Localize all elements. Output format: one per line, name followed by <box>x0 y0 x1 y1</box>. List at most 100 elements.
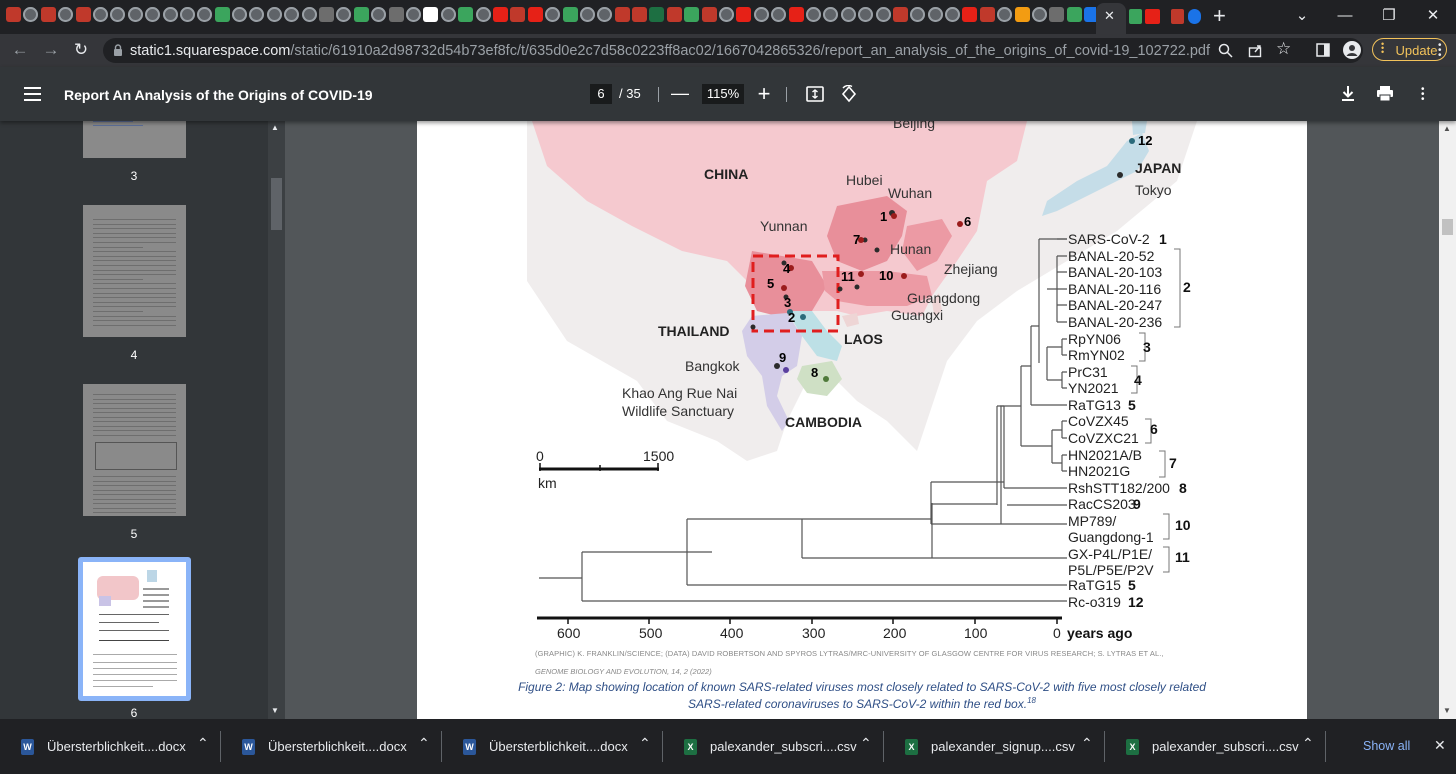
tab-favicon[interactable] <box>910 7 926 22</box>
tab-favicon[interactable] <box>23 7 39 22</box>
tab-favicon[interactable] <box>771 7 787 22</box>
tab-favicon[interactable] <box>40 7 56 22</box>
tab-favicon[interactable] <box>336 7 352 22</box>
bookmark-star-icon[interactable]: ☆ <box>1276 39 1292 58</box>
tab-favicon[interactable] <box>945 7 961 22</box>
print-icon[interactable] <box>1376 85 1394 102</box>
tab-favicon[interactable] <box>1145 9 1160 24</box>
tab-favicon[interactable] <box>788 7 804 22</box>
tab-favicon[interactable] <box>475 7 491 22</box>
sidebar-scrollbar[interactable]: ▲ ▼ <box>268 121 285 719</box>
tab-favicon[interactable] <box>736 7 752 22</box>
tab-favicon[interactable] <box>579 7 595 22</box>
tab-favicon[interactable] <box>805 7 821 22</box>
window-close-icon[interactable]: ✕ <box>1426 7 1440 24</box>
profile-icon[interactable] <box>1343 41 1361 59</box>
chevron-up-icon[interactable]: ⌃ <box>639 735 651 751</box>
tab-favicon[interactable] <box>284 7 300 22</box>
tab-favicon[interactable] <box>527 7 543 22</box>
tab-favicon[interactable] <box>892 7 908 22</box>
download-icon[interactable] <box>1340 85 1356 102</box>
chevron-up-icon[interactable]: ⌃ <box>197 735 209 751</box>
tab-favicon[interactable] <box>371 7 387 22</box>
tab-favicon[interactable] <box>440 7 456 22</box>
tab-favicon[interactable] <box>75 7 91 22</box>
tab-favicon[interactable] <box>1188 9 1201 24</box>
chrome-menu-icon[interactable]: • • • <box>1438 40 1442 61</box>
tab-favicon[interactable] <box>92 7 108 22</box>
chevron-up-icon[interactable]: ⌃ <box>1302 735 1314 751</box>
tab-favicon[interactable] <box>858 7 874 22</box>
chevron-up-icon[interactable]: ⌃ <box>418 735 430 751</box>
scroll-down-icon[interactable]: ▼ <box>1443 706 1451 715</box>
tab-favicon[interactable] <box>127 7 143 22</box>
tab-favicon[interactable] <box>545 7 561 22</box>
rotate-icon[interactable] <box>840 85 858 103</box>
new-tab-button[interactable]: + <box>1213 3 1226 28</box>
main-scrollbar[interactable]: ▲ ▼ <box>1439 121 1456 719</box>
tab-favicon[interactable] <box>927 7 943 22</box>
tab-favicon[interactable] <box>597 7 613 22</box>
menu-icon[interactable]: • • • <box>1381 39 1385 57</box>
back-icon[interactable]: ← <box>11 40 29 59</box>
chevron-up-icon[interactable]: ⌃ <box>1081 735 1093 751</box>
tab-favicon[interactable] <box>823 7 839 22</box>
tab-favicon[interactable] <box>962 7 978 22</box>
download-item[interactable]: W Übersterblichkeit....docx ⌃ <box>21 719 231 774</box>
thumbnail-page-6[interactable] <box>83 562 186 696</box>
footnote-ref[interactable]: 18 <box>1027 696 1036 705</box>
tab-favicon[interactable] <box>1014 7 1030 22</box>
scroll-down-icon[interactable]: ▼ <box>271 706 279 715</box>
update-button[interactable]: Update <box>1372 38 1447 61</box>
zoom-input[interactable]: 115% <box>702 84 744 104</box>
tab-favicon[interactable] <box>6 7 21 22</box>
tab-favicon[interactable] <box>1129 9 1142 24</box>
tab-close-icon[interactable]: ✕ <box>1104 8 1115 23</box>
main-scroll-thumb[interactable] <box>1442 219 1453 235</box>
tab-favicon[interactable] <box>388 7 404 22</box>
tab-favicon[interactable] <box>840 7 856 22</box>
tab-favicon[interactable] <box>562 7 578 22</box>
tab-favicon[interactable] <box>110 7 126 22</box>
thumbnail-page-4[interactable] <box>83 205 186 337</box>
page-number-input[interactable]: 6 <box>590 84 612 104</box>
tab-favicon[interactable] <box>979 7 995 22</box>
show-all-button[interactable]: Show all <box>1363 739 1411 753</box>
minimize-icon[interactable]: — <box>1337 7 1353 24</box>
share-icon[interactable] <box>1248 43 1263 58</box>
tab-favicon[interactable] <box>249 7 265 22</box>
sidebar-scroll-thumb[interactable] <box>271 178 282 230</box>
hamburger-menu-icon[interactable] <box>24 87 41 101</box>
zoom-icon[interactable] <box>1218 43 1233 58</box>
download-item[interactable]: W Übersterblichkeit....docx ⌃ <box>463 719 673 774</box>
address-bar[interactable]: static1.squarespace.com/static/61910a2d9… <box>103 38 1363 63</box>
tab-favicon[interactable] <box>145 7 161 22</box>
chevron-up-icon[interactable]: ⌃ <box>860 735 872 751</box>
tab-favicon[interactable] <box>405 7 421 22</box>
tab-favicon[interactable] <box>1084 7 1096 22</box>
thumbnail-page-5[interactable] <box>83 384 186 516</box>
tab-favicon[interactable] <box>266 7 282 22</box>
tab-favicon[interactable] <box>875 7 891 22</box>
reload-icon[interactable]: ↻ <box>73 40 89 59</box>
side-panel-icon[interactable] <box>1316 43 1330 57</box>
tab-favicon[interactable] <box>353 7 369 22</box>
more-actions-icon[interactable]: • • • <box>1421 84 1425 105</box>
thumbnail-page-3[interactable] <box>83 121 186 158</box>
tab-favicon[interactable] <box>232 7 248 22</box>
tab-favicon[interactable] <box>614 7 630 22</box>
tab-favicon[interactable] <box>492 7 508 22</box>
tab-favicon[interactable] <box>753 7 769 22</box>
tab-favicon[interactable] <box>666 7 682 22</box>
tab-favicon[interactable] <box>632 7 648 22</box>
tab-favicon[interactable] <box>162 7 178 22</box>
download-item[interactable]: W Übersterblichkeit....docx ⌃ <box>242 719 452 774</box>
tab-search-icon[interactable]: ⌄ <box>1295 7 1309 24</box>
tab-favicon[interactable] <box>997 7 1013 22</box>
forward-icon[interactable]: → <box>42 40 60 59</box>
tab-favicon[interactable] <box>1171 9 1184 24</box>
active-tab[interactable]: ✕ <box>1096 3 1126 34</box>
